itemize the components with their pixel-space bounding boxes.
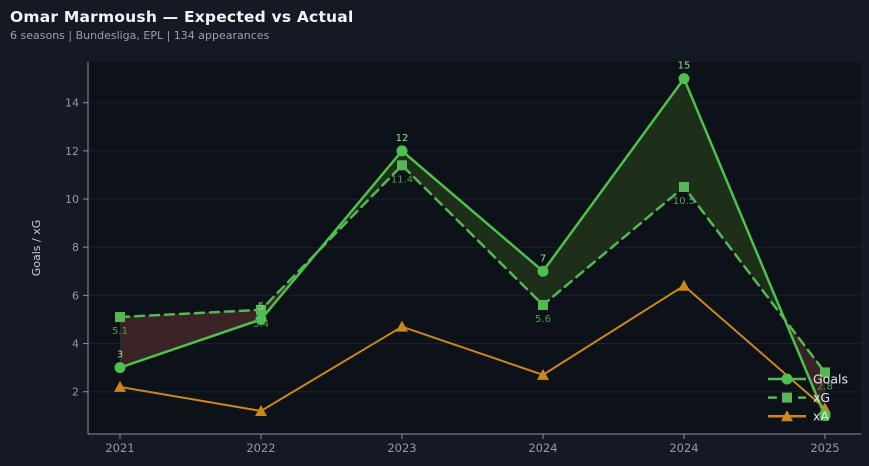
y-tick-label: 12	[65, 145, 79, 158]
x-tick-label: 2024	[669, 441, 698, 455]
xa-marker	[255, 404, 267, 416]
y-tick-label: 8	[72, 241, 79, 254]
goals-marker	[396, 145, 408, 157]
x-tick-label: 2022	[246, 441, 275, 455]
legend-label: xA	[813, 409, 829, 424]
goals-value-label: 15	[678, 61, 691, 72]
x-tick-label: 2025	[810, 441, 839, 455]
fill-underperformance	[120, 309, 261, 368]
xa-marker	[396, 320, 408, 332]
goals-value-label: 7	[540, 253, 546, 264]
goals-marker	[255, 313, 267, 325]
xg-marker	[256, 304, 266, 315]
xg-marker	[679, 181, 689, 192]
chart-header: Omar Marmoush — Expected vs Actual 6 sea…	[10, 8, 353, 42]
goals-marker	[114, 362, 126, 374]
x-tick-label: 2023	[387, 441, 416, 455]
xg-value-label: 5.6	[535, 314, 551, 325]
legend-item-xg: xG	[768, 390, 830, 405]
xg-line	[118, 163, 827, 374]
legend-item-goals: Goals	[768, 372, 848, 387]
legend-item-xa: xA	[768, 409, 829, 424]
xg-value-label: 5.1	[112, 326, 128, 337]
goals-marker	[819, 410, 831, 422]
legend-label: Goals	[813, 372, 848, 387]
xg-value-label: 11.4	[391, 174, 413, 185]
goals-marker	[537, 265, 549, 277]
chart-subtitle: 6 seasons | Bundesliga, EPL | 134 appear…	[10, 29, 270, 42]
fill-overperformance	[543, 78, 684, 305]
goals-line	[118, 76, 827, 418]
goals-value-label: 5	[258, 301, 264, 312]
y-tick-label: 2	[72, 386, 79, 399]
goals-marker	[678, 73, 690, 85]
x-tick-label: 2024	[528, 441, 557, 455]
legend: Goals xG xA	[768, 372, 848, 424]
legend-square-marker-icon	[782, 392, 792, 403]
goals-value-label: 3	[117, 350, 123, 361]
xg-value-label: 5.4	[253, 319, 269, 330]
xa-marker	[537, 368, 549, 380]
y-tick-label: 6	[72, 289, 79, 302]
xa-marker	[114, 380, 126, 392]
x-tick-label: 2021	[105, 441, 134, 455]
xg-marker	[115, 312, 125, 323]
xa-marker	[678, 279, 690, 291]
legend-circle-marker-icon	[781, 373, 793, 385]
fill-overperformance	[402, 150, 543, 305]
chart-title: Omar Marmoush — Expected vs Actual	[10, 8, 354, 26]
xg-marker	[538, 300, 548, 310]
y-tick-label: 4	[72, 338, 79, 351]
y-axis-title: Goals / xG	[30, 220, 43, 277]
y-tick-label: 10	[65, 193, 79, 206]
xa-line	[119, 284, 826, 413]
legend-label: xG	[813, 390, 830, 405]
xg-marker	[397, 160, 407, 171]
xg-marker	[820, 367, 830, 378]
xg-value-label: 10.5	[673, 196, 695, 207]
y-tick-label: 14	[65, 97, 79, 110]
xg-value-label: 2.8	[817, 381, 833, 392]
legend-triangle-marker-icon	[781, 410, 793, 422]
goals-value-label: 12	[396, 133, 409, 144]
